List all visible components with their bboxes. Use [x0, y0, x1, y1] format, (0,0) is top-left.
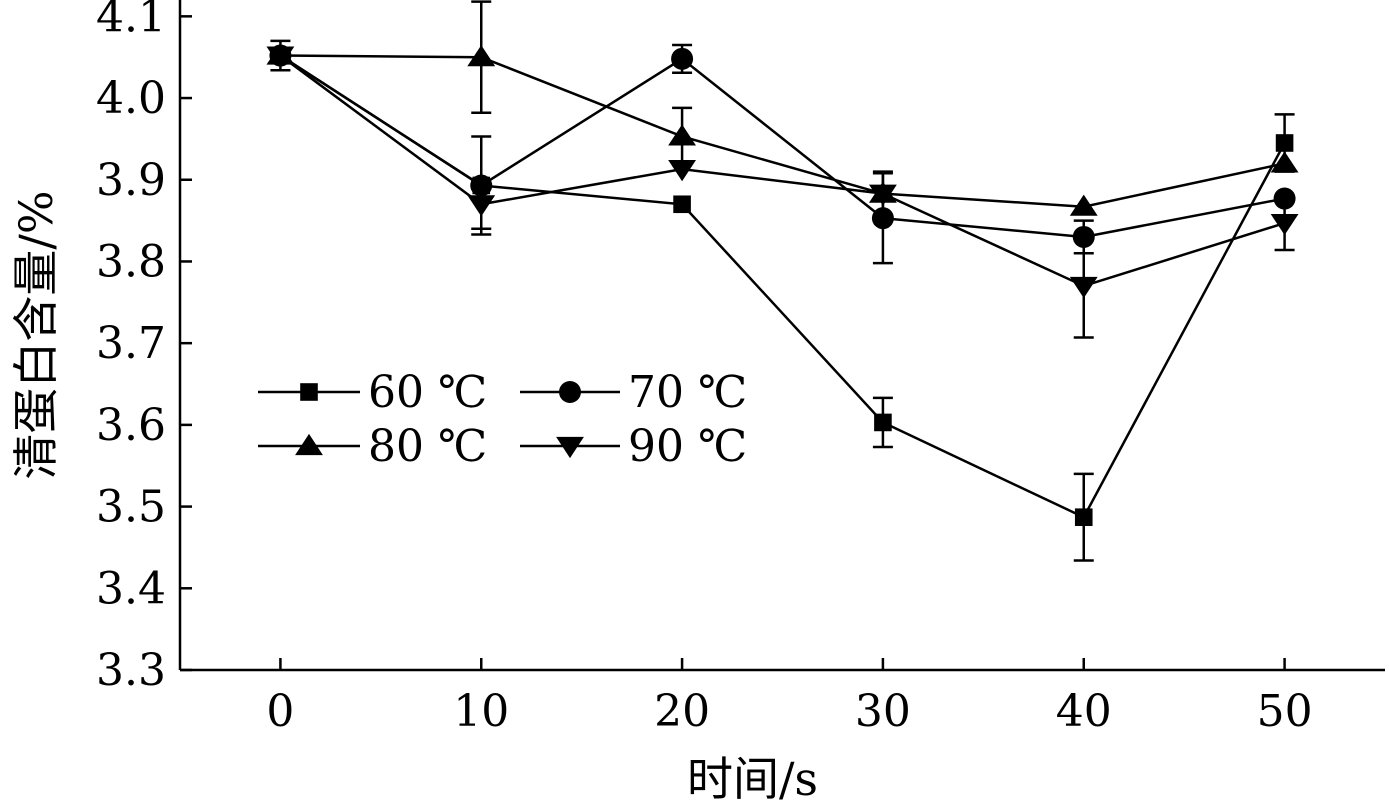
marker-triangle-up	[1069, 194, 1098, 216]
x-tick-label: 50	[1257, 686, 1313, 737]
y-tick-label: 3.3	[96, 645, 166, 696]
x-tick-label: 20	[654, 686, 710, 737]
y-axis-title: 清蛋白含量/%	[9, 190, 63, 479]
x-axis-title: 时间/s	[687, 752, 818, 806]
legend-label: 60 ℃	[368, 367, 487, 418]
y-tick-label: 3.5	[96, 482, 166, 533]
y-tick-label: 4.1	[96, 0, 166, 42]
legend-item: 70 ℃	[520, 367, 747, 418]
y-ticks: 3.3 3.4 3.5 3.6 3.7 3.8 3.9 4.0 4.1	[96, 0, 192, 696]
x-ticks: 0 10 20 30 40 50	[266, 658, 1313, 737]
marker-triangle-down	[1069, 276, 1098, 299]
x-tick-label: 10	[453, 686, 509, 737]
marker-triangle-down	[467, 195, 496, 217]
marker-triangle-down	[266, 46, 295, 68]
marker-square	[874, 413, 892, 432]
legend: 60 ℃ 70 ℃ 80 ℃ 90 ℃	[258, 367, 747, 472]
marker-square	[300, 383, 318, 401]
marker-triangle-up	[467, 45, 496, 67]
legend-label: 90 ℃	[628, 421, 747, 472]
y-tick-label: 3.9	[96, 155, 166, 206]
marker-triangle-down	[668, 160, 696, 182]
y-tick-label: 3.7	[96, 318, 166, 369]
series-group	[266, 0, 1299, 562]
marker-circle	[671, 47, 694, 70]
marker-triangle-down	[869, 184, 897, 206]
series-line	[280, 54, 1285, 208]
legend-item: 60 ℃	[258, 367, 487, 418]
marker-triangle-up	[295, 433, 323, 456]
marker-square	[1275, 134, 1294, 152]
legend-label: 80 ℃	[368, 421, 487, 472]
series-2	[269, 43, 1296, 265]
series-4	[266, 46, 1299, 339]
marker-triangle-down	[1270, 213, 1299, 236]
marker-triangle-up	[668, 124, 696, 146]
y-tick-label: 3.8	[96, 236, 166, 287]
axes	[178, 0, 1385, 672]
legend-item: 90 ℃	[520, 421, 747, 472]
x-tick-label: 40	[1056, 686, 1112, 737]
marker-circle	[871, 207, 894, 230]
x-tick-label: 30	[855, 686, 911, 737]
marker-circle	[559, 381, 581, 403]
legend-item: 80 ℃	[258, 421, 487, 472]
series-line	[279, 54, 1285, 239]
legend-label: 70 ℃	[628, 367, 747, 418]
series-line	[279, 54, 1285, 288]
marker-triangle-up	[1270, 151, 1299, 173]
y-tick-label: 3.4	[96, 563, 166, 614]
y-tick-label: 3.6	[96, 400, 166, 451]
marker-square	[1074, 508, 1093, 527]
marker-square	[673, 195, 691, 214]
series-1	[270, 39, 1295, 562]
series-3	[266, 0, 1299, 217]
x-tick-label: 0	[266, 686, 294, 737]
y-tick-label: 4.0	[96, 73, 166, 124]
marker-triangle-down	[556, 436, 584, 459]
